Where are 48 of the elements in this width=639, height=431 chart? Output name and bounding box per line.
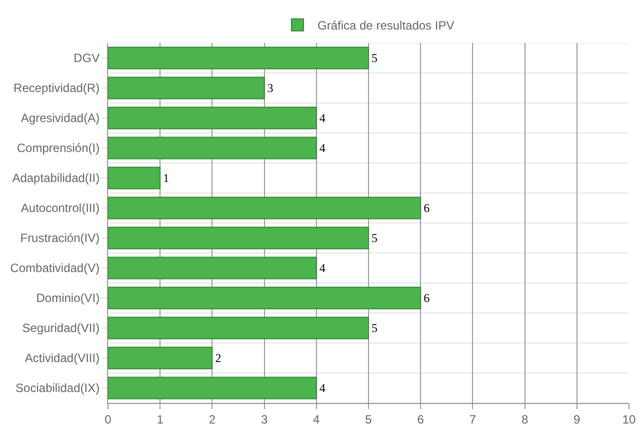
data-label: 5 [372, 231, 378, 245]
bar [108, 76, 265, 100]
x-tick-label: 6 [417, 412, 424, 426]
data-label: 1 [163, 171, 170, 185]
y-tick-label: Frustración(IV) [20, 231, 100, 246]
y-tick-label: Adaptabilidad(II) [12, 171, 100, 186]
y-tick-label: Seguridad(VII) [22, 321, 100, 336]
data-label: 4 [319, 111, 326, 125]
y-tick-label: Actividad(VIII) [24, 351, 100, 366]
data-label: 6 [424, 291, 430, 305]
data-label: 5 [372, 321, 378, 335]
legend-label: Gráfica de resultados IPV [318, 18, 454, 33]
data-label: 4 [319, 141, 326, 155]
data-label: 6 [424, 201, 430, 215]
y-tick-label: Agresividad(A) [20, 111, 100, 126]
bar [108, 376, 317, 400]
x-tick-label: 8 [521, 412, 528, 426]
bar [108, 346, 213, 370]
x-tick-label: 1 [156, 412, 164, 426]
y-tick-label: Dominio(VI) [36, 291, 100, 306]
y-tick-label: Autocontrol(III) [20, 201, 100, 216]
x-tick-label: 0 [104, 412, 112, 426]
bar [108, 286, 422, 310]
x-tick-label: 2 [208, 412, 216, 426]
x-tick-label: 9 [574, 412, 581, 426]
y-tick-label: Sociabilidad(IX) [16, 381, 100, 396]
data-label: 5 [372, 51, 378, 65]
data-label: 4 [319, 261, 326, 275]
bar [108, 166, 161, 190]
data-label: 3 [267, 81, 274, 95]
bar [108, 256, 317, 280]
data-label: 2 [215, 351, 222, 365]
bar [108, 46, 369, 70]
bar [108, 196, 422, 220]
y-tick-label: Combatividad(V) [10, 261, 100, 276]
y-tick-label: Comprensión(I) [16, 141, 100, 156]
bar [108, 316, 369, 340]
data-label: 4 [319, 381, 326, 395]
y-tick-label: DGV [74, 51, 100, 66]
y-tick-label: Receptividad(R) [14, 81, 100, 96]
bar [108, 136, 317, 160]
bar [108, 106, 317, 130]
x-tick-label: 3 [260, 412, 268, 426]
x-tick-label: 7 [469, 412, 476, 426]
bar [108, 226, 369, 250]
x-tick-label: 4 [313, 412, 320, 426]
x-tick-label: 10 [622, 412, 636, 426]
x-tick-label: 5 [365, 412, 372, 426]
